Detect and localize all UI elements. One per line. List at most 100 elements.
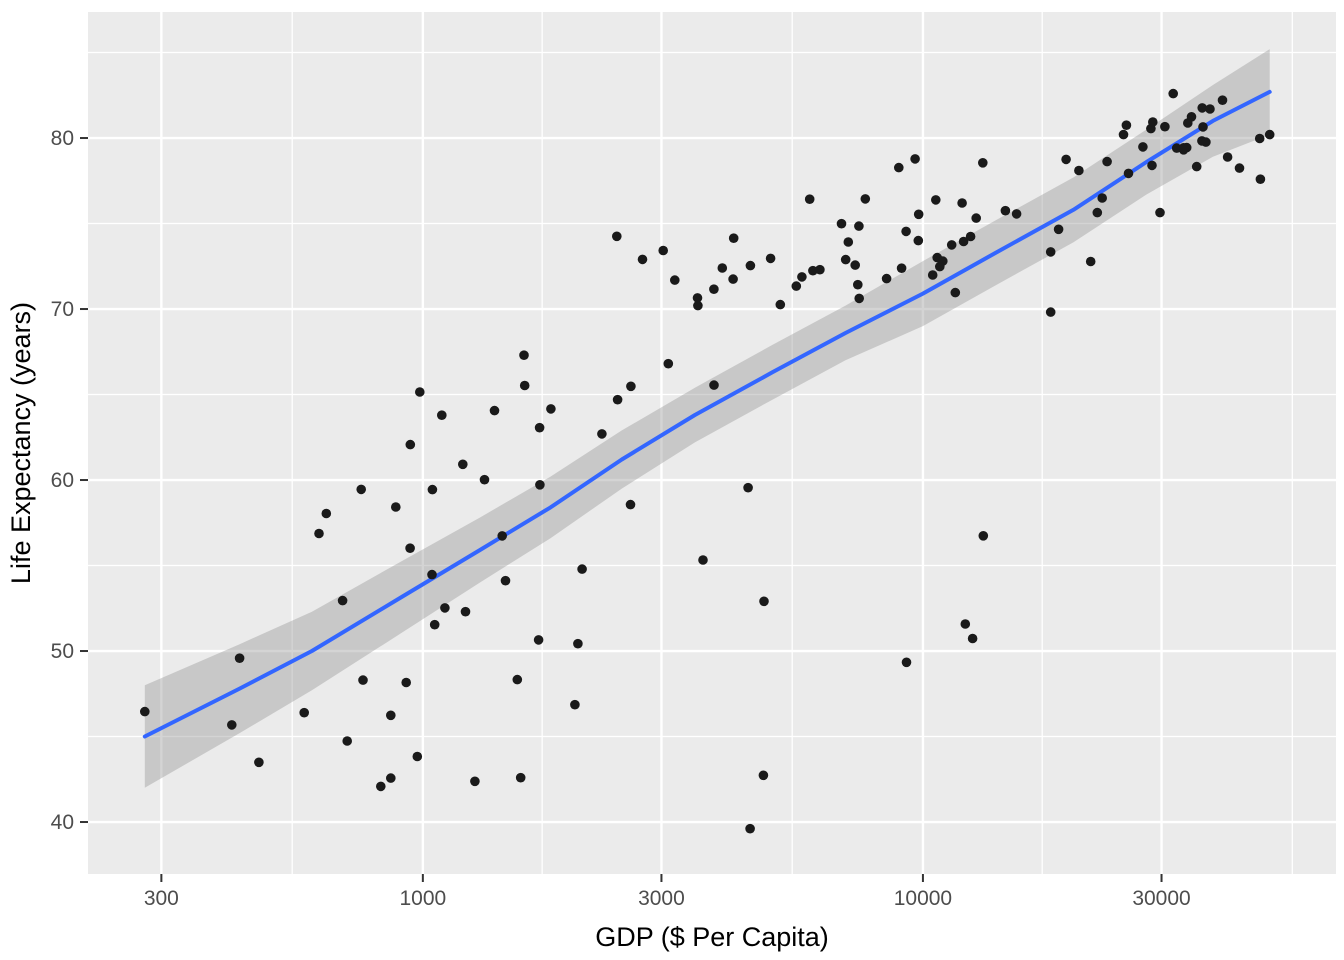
data-point: [429, 619, 440, 630]
data-point: [1045, 307, 1056, 317]
data-point: [534, 422, 545, 433]
data-point: [1092, 207, 1103, 218]
data-point: [860, 194, 871, 204]
data-point: [612, 231, 622, 242]
data-point: [321, 508, 332, 519]
data-point: [1074, 165, 1084, 176]
data-point: [717, 263, 728, 273]
data-point: [950, 287, 961, 298]
data-point: [1118, 129, 1129, 140]
data-point: [670, 275, 680, 285]
data-point: [913, 235, 924, 246]
data-point: [815, 264, 825, 275]
data-point: [843, 237, 854, 247]
axis-tick-labels: 300 1000 3000 10000 30000 40 50 60 70 80: [51, 127, 1191, 910]
data-point: [1123, 168, 1134, 179]
data-point: [227, 720, 237, 730]
data-point: [458, 459, 468, 470]
data-point: [978, 531, 989, 541]
data-point: [625, 499, 636, 510]
x-tick-label: 3000: [638, 887, 685, 910]
data-point: [470, 776, 480, 787]
data-point: [427, 569, 437, 580]
data-point: [709, 380, 719, 390]
data-point: [1138, 142, 1148, 152]
data-point: [1168, 88, 1178, 99]
data-point: [1121, 120, 1132, 130]
data-point: [405, 439, 416, 450]
y-tick-label: 40: [51, 811, 74, 834]
data-point: [850, 260, 860, 270]
data-point: [743, 482, 753, 493]
data-point: [577, 564, 587, 574]
data-point: [840, 254, 851, 265]
data-point: [1222, 152, 1233, 162]
data-point: [853, 279, 863, 290]
data-point: [1264, 129, 1275, 140]
data-point: [401, 677, 412, 688]
data-point: [1217, 95, 1228, 105]
y-tick-label: 80: [51, 127, 74, 150]
data-point: [1155, 207, 1165, 218]
data-point: [1053, 224, 1064, 235]
data-point: [427, 484, 438, 495]
y-tick-label: 60: [51, 469, 74, 492]
data-point: [693, 300, 703, 311]
data-point: [957, 198, 967, 208]
data-point: [836, 218, 847, 229]
confidence-band: [144, 49, 1270, 788]
data-point: [913, 209, 924, 220]
x-axis-title: GDP ($ Per Capita): [595, 922, 829, 952]
data-point: [497, 531, 508, 541]
data-point: [728, 233, 739, 243]
data-point: [791, 281, 802, 291]
data-point: [728, 274, 738, 284]
data-point: [854, 293, 864, 304]
data-point: [965, 231, 976, 242]
data-point: [1191, 161, 1202, 172]
data-point: [437, 410, 447, 421]
data-point: [570, 699, 580, 710]
data-point: [797, 272, 807, 282]
data-point: [910, 154, 920, 164]
data-point: [519, 350, 529, 361]
data-point: [971, 213, 981, 223]
x-tick-label: 10000: [894, 887, 952, 910]
data-point: [626, 381, 636, 392]
confidence-band-layer: [144, 49, 1270, 788]
data-point: [931, 195, 941, 205]
data-point: [1061, 154, 1071, 165]
data-point: [1011, 209, 1022, 219]
data-point: [573, 638, 583, 649]
data-point: [1201, 137, 1211, 147]
data-point: [140, 706, 150, 717]
data-point: [1234, 163, 1245, 173]
data-point: [356, 484, 367, 495]
data-point: [894, 162, 904, 173]
data-point: [1183, 118, 1193, 128]
minor-gridlines: [88, 12, 1336, 874]
data-point: [234, 653, 245, 663]
data-point: [254, 757, 264, 768]
data-point: [745, 260, 756, 271]
data-point: [391, 502, 401, 512]
data-point: [758, 770, 769, 781]
data-point: [1198, 122, 1208, 132]
data-point: [854, 221, 864, 231]
data-point: [1000, 205, 1011, 216]
data-point: [808, 265, 818, 276]
data-point: [1197, 103, 1207, 113]
data-point: [775, 299, 786, 310]
data-point: [745, 823, 755, 834]
data-point: [759, 596, 769, 607]
data-point: [1171, 143, 1182, 153]
data-point: [901, 226, 911, 237]
data-point: [386, 773, 396, 783]
data-point: [1148, 117, 1158, 127]
data-point: [535, 480, 545, 490]
data-point: [1147, 160, 1157, 171]
data-point: [460, 606, 471, 617]
data-point: [1254, 133, 1265, 144]
data-point: [546, 404, 556, 414]
